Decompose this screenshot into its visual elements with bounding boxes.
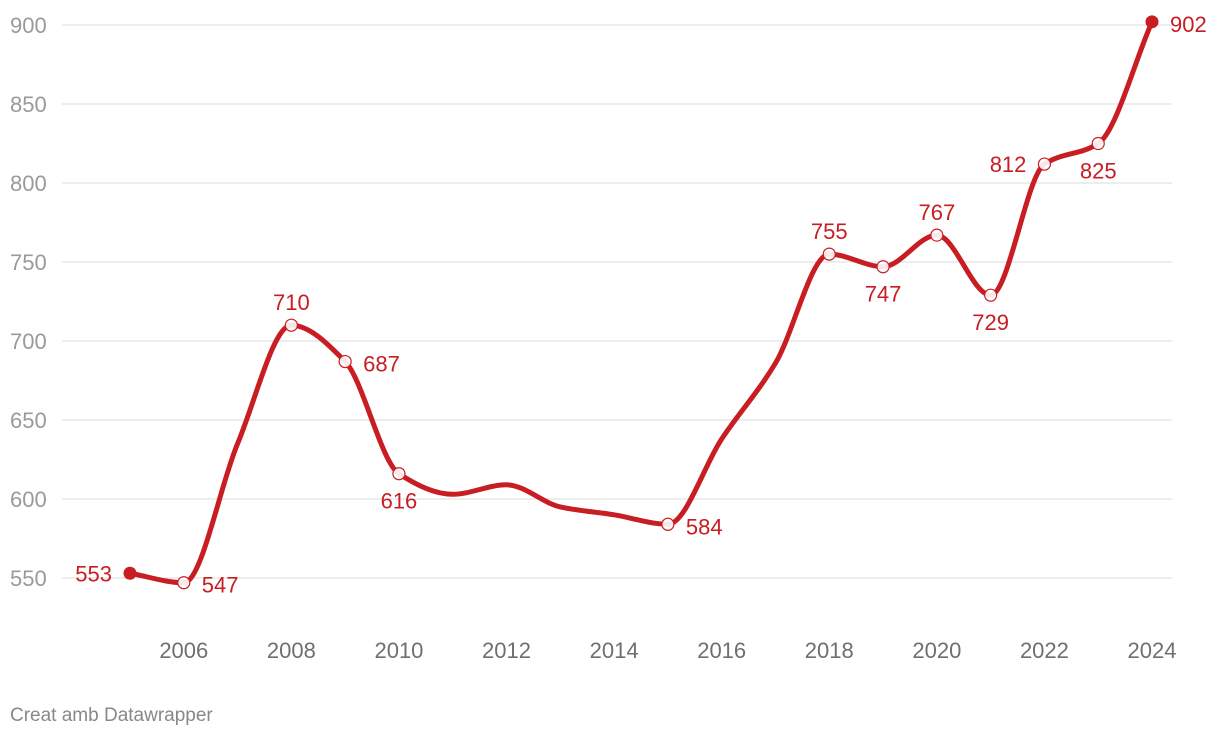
x-tick-label: 2008	[267, 638, 316, 663]
data-label-2019: 747	[865, 282, 902, 307]
x-tick-label: 2022	[1020, 638, 1069, 663]
y-tick-label: 600	[10, 487, 47, 512]
point-marker	[338, 354, 352, 369]
x-tick-label: 2014	[590, 638, 639, 663]
point-marker	[822, 247, 836, 261]
data-label-2023: 825	[1080, 159, 1117, 184]
y-tick-label: 750	[10, 250, 47, 275]
x-tick-label: 2010	[374, 638, 423, 663]
x-tick-label: 2018	[805, 638, 854, 663]
x-tick-label: 2020	[912, 638, 961, 663]
point-markers	[123, 15, 1159, 590]
endpoint-marker	[123, 566, 137, 580]
point-marker	[661, 517, 675, 531]
data-label-2008: 710	[273, 290, 310, 315]
x-tick-label: 2024	[1128, 638, 1177, 663]
data-label-2006: 547	[202, 573, 239, 598]
y-tick-label: 800	[10, 171, 47, 196]
point-marker	[876, 260, 890, 274]
point-marker	[392, 467, 406, 481]
data-label-2018: 755	[811, 219, 848, 244]
y-tick-label: 700	[10, 329, 47, 354]
gridlines	[62, 24, 1172, 579]
y-tick-label: 650	[10, 408, 47, 433]
data-label-2022: 812	[990, 152, 1027, 177]
source-credit: Creat amb Datawrapper	[10, 705, 213, 726]
data-label-2021: 729	[972, 310, 1009, 335]
y-tick-label: 900	[10, 13, 47, 38]
data-label-2015: 584	[686, 514, 723, 539]
point-marker	[1037, 157, 1052, 171]
endpoint-marker	[1145, 15, 1159, 29]
data-labels: 553 547 710 687 616 584 755 747 767 729 812 825 902	[75, 12, 1206, 598]
x-tick-label: 2012	[482, 638, 531, 663]
data-label-2024: 902	[1170, 12, 1207, 37]
y-axis: 550 600 650 700 750 800 850 900	[10, 13, 47, 591]
point-marker	[984, 288, 998, 302]
data-label-2020: 767	[918, 200, 955, 225]
point-marker	[177, 576, 191, 590]
data-label-2009: 687	[363, 352, 400, 377]
x-tick-label: 2006	[159, 638, 208, 663]
point-marker	[1091, 136, 1105, 151]
y-tick-label: 550	[10, 566, 47, 591]
point-marker	[930, 228, 944, 242]
data-label-2005: 553	[75, 561, 112, 586]
y-tick-label: 850	[10, 92, 47, 117]
x-axis: 2006 2008 2010 2012 2014 2016 2018 2020 2022 2024	[159, 638, 1176, 663]
point-marker	[284, 318, 298, 332]
x-tick-label: 2016	[697, 638, 746, 663]
data-label-2010: 616	[381, 489, 418, 514]
